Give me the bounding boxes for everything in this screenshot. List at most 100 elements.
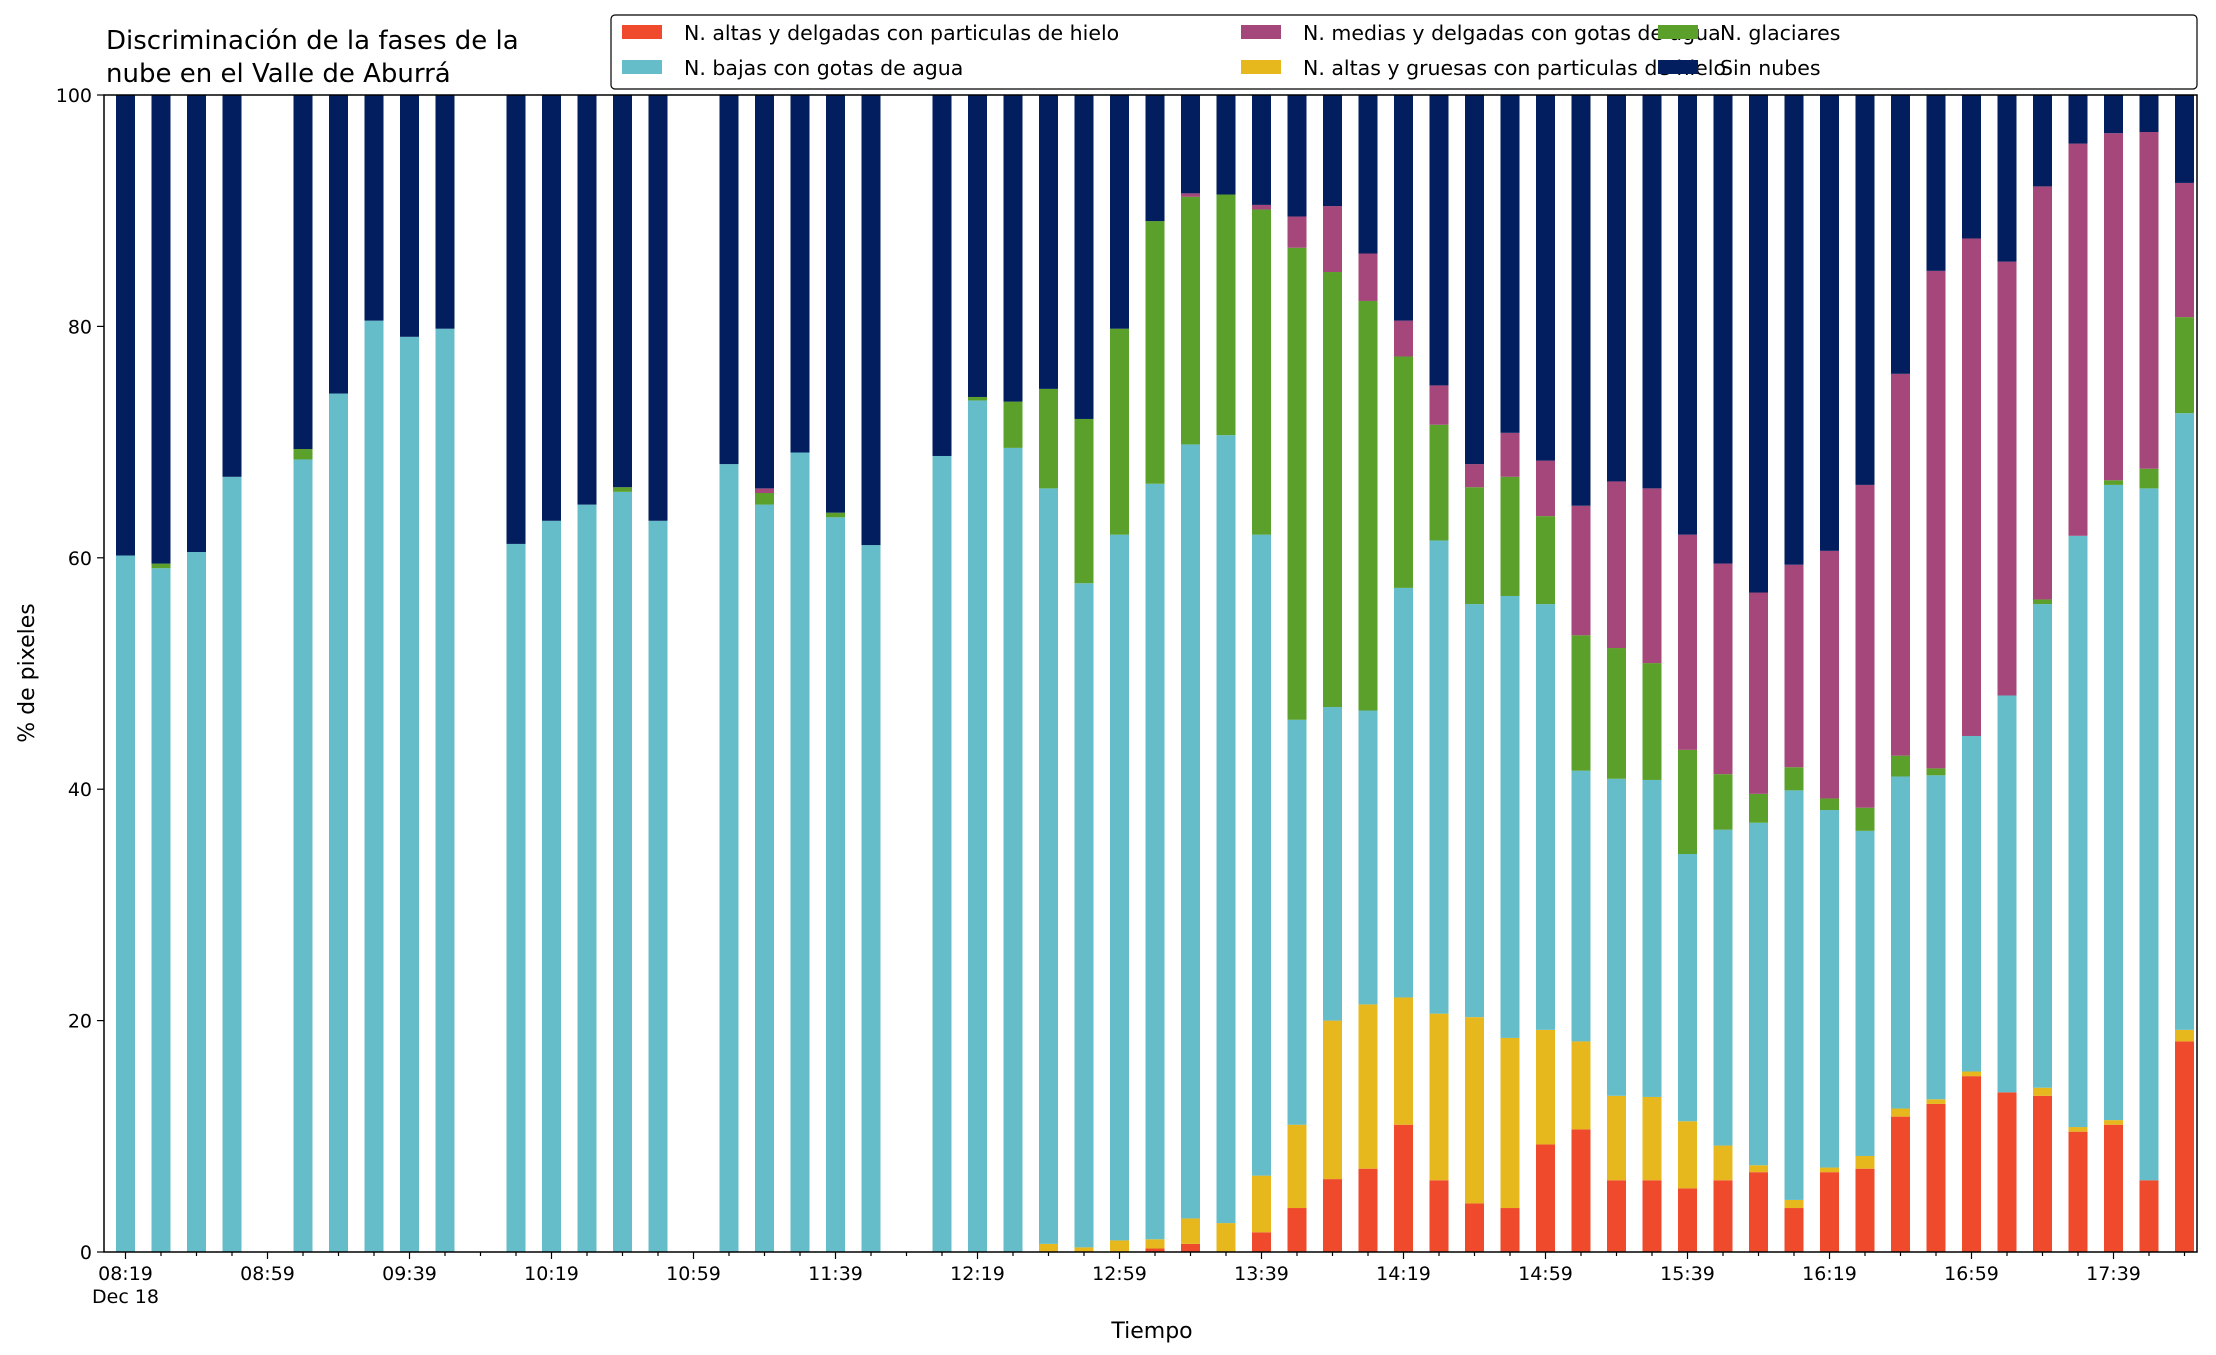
bar-segment-46-1	[1891, 1108, 1910, 1117]
bar-segment-33-4	[1429, 385, 1449, 425]
bar-segment-31-4	[1358, 253, 1378, 301]
legend-swatch-2	[622, 60, 662, 74]
bar-segment-33-2	[1429, 540, 1449, 1014]
bar-segment-30-0	[1323, 1179, 1342, 1252]
bar-segment-18-5	[861, 95, 881, 546]
bar-segment-45-3	[1855, 807, 1875, 831]
bar-segment-21-5	[1003, 95, 1023, 402]
bar-segment-31-3	[1358, 300, 1378, 711]
bar-segment-6-5	[364, 95, 384, 321]
bar-segment-54-5	[2175, 95, 2194, 183]
bar-segment-35-2	[1500, 595, 1520, 1038]
bar-segment-32-1	[1394, 997, 1413, 1125]
bar-segment-27-1	[1216, 1223, 1236, 1252]
bar-segment-32-4	[1394, 320, 1413, 357]
bar-segment-1-2	[151, 568, 171, 1252]
bar-segment-43-2	[1784, 790, 1804, 1200]
bar-segment-45-2	[1855, 830, 1875, 1156]
bar-segment-33-3	[1429, 424, 1449, 541]
bar-segment-20-3	[968, 396, 987, 401]
bar-segment-36-0	[1536, 1144, 1555, 1252]
x-tick-label: 13:39	[1234, 1263, 1289, 1285]
bar-segment-16-2	[790, 452, 810, 1252]
chart-title-line-2: nube en el Valle de Aburrá	[106, 59, 451, 89]
bar-segment-46-3	[1891, 755, 1910, 777]
bar-segment-25-2	[1145, 483, 1165, 1240]
bar-segment-23-1	[1074, 1247, 1094, 1252]
bar-segment-51-4	[2068, 143, 2088, 536]
bar-segment-43-0	[1784, 1208, 1804, 1252]
bar-segment-44-1	[1820, 1167, 1839, 1173]
bar-segment-30-2	[1323, 707, 1342, 1021]
x-tick-label: 08:19	[98, 1263, 153, 1285]
bar-segment-54-2	[2175, 413, 2194, 1030]
bar-segment-39-0	[1642, 1180, 1662, 1252]
bar-segment-39-5	[1642, 95, 1662, 489]
bar-segment-48-4	[1962, 238, 1981, 736]
bar-segment-28-1	[1252, 1175, 1271, 1233]
x-tick-label: 15:39	[1660, 1263, 1715, 1285]
bar-segment-21-2	[1003, 447, 1023, 1252]
bar-segment-54-3	[2175, 317, 2194, 414]
bar-segment-25-5	[1145, 95, 1165, 222]
bar-segment-37-0	[1571, 1129, 1591, 1252]
legend-swatch-5	[1658, 60, 1698, 74]
bar-segment-52-0	[2104, 1124, 2123, 1252]
bar-segment-12-3	[613, 487, 632, 492]
bar-segment-50-5	[2033, 95, 2052, 187]
bar-segment-25-1	[1145, 1239, 1165, 1249]
bar-segment-34-2	[1465, 604, 1484, 1018]
bar-segment-51-1	[2068, 1127, 2088, 1132]
bar-segment-34-1	[1465, 1017, 1484, 1204]
bar-segment-17-3	[826, 512, 845, 518]
bar-segment-39-3	[1642, 663, 1662, 780]
bar-segment-10-2	[542, 520, 561, 1252]
bar-segment-22-1	[1039, 1243, 1058, 1252]
bar-segment-42-1	[1749, 1165, 1768, 1173]
bar-segment-26-1	[1181, 1218, 1200, 1244]
bar-segment-35-3	[1500, 476, 1520, 596]
bar-segment-30-1	[1323, 1020, 1342, 1180]
legend-label-2: N. bajas con gotas de agua	[684, 56, 963, 80]
bar-segment-28-5	[1252, 95, 1271, 205]
bar-segment-22-2	[1039, 488, 1058, 1244]
y-axis: 0 20 40 60 80 100	[56, 85, 104, 1264]
bar-segment-41-2	[1713, 829, 1733, 1146]
bar-segment-50-2	[2033, 604, 2052, 1088]
bar-segment-2-2	[187, 552, 206, 1252]
bar-segment-31-2	[1358, 710, 1378, 1005]
legend-swatch-3	[1658, 25, 1698, 39]
bar-segment-30-3	[1323, 272, 1342, 708]
bar-segment-44-2	[1820, 810, 1839, 1168]
bar-segment-52-4	[2104, 133, 2123, 481]
bar-segment-36-3	[1536, 516, 1555, 605]
bar-segment-16-5	[790, 95, 810, 453]
bar-segment-8-2	[435, 328, 455, 1253]
bar-segment-5-5	[329, 95, 348, 394]
bar-segment-24-3	[1110, 328, 1129, 535]
bar-segment-40-3	[1678, 749, 1697, 854]
bar-segment-47-4	[1926, 270, 1946, 769]
bar-segment-23-5	[1074, 95, 1094, 419]
legend-label-0: N. altas y delgadas con particulas de hi…	[684, 21, 1119, 45]
x-tick-label: 14:19	[1376, 1263, 1431, 1285]
bar-segment-13-2	[648, 520, 668, 1252]
bar-segment-36-2	[1536, 604, 1555, 1030]
bar-segment-53-3	[2139, 468, 2159, 489]
bar-segment-43-1	[1784, 1199, 1804, 1209]
x-tick-label: 17:39	[2086, 1263, 2141, 1285]
bar-segment-13-5	[648, 95, 668, 521]
x-tick-label: 16:59	[1944, 1263, 1999, 1285]
chart-title: Discriminación de la fases de la nube en…	[106, 26, 519, 89]
bar-segment-40-4	[1678, 534, 1697, 750]
bar-segment-37-1	[1571, 1041, 1591, 1130]
bar-segment-12-2	[613, 491, 632, 1253]
bar-segment-48-0	[1962, 1076, 1981, 1252]
bar-segment-45-5	[1855, 95, 1875, 485]
bar-segment-31-1	[1358, 1004, 1378, 1169]
bar-segment-27-5	[1216, 95, 1236, 195]
bar-segment-29-5	[1287, 95, 1307, 217]
bar-segment-47-1	[1926, 1099, 1946, 1104]
chart-title-line-1: Discriminación de la fases de la	[106, 26, 519, 56]
